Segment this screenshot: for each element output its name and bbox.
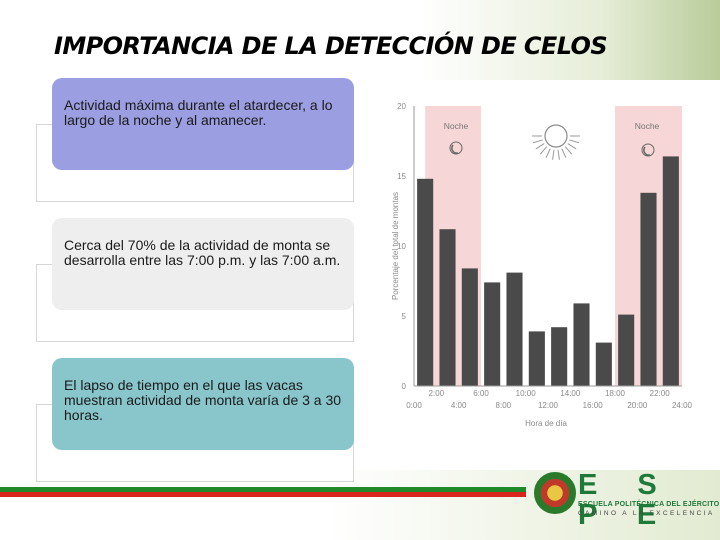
bar-10: [640, 192, 657, 386]
info-card-1: Actividad máxima durante el atardecer, a…: [52, 78, 354, 170]
x-tick-upper-2: 10:00: [516, 389, 537, 398]
x-tick-lower-0: 0:00: [406, 401, 422, 410]
header-gradient: [420, 0, 720, 80]
logo-letters: E S P E: [578, 469, 673, 531]
moon-icon-right: [641, 143, 655, 157]
x-tick-upper-0: 2:00: [429, 389, 445, 398]
bar-9: [618, 314, 635, 386]
bar-8: [595, 342, 612, 386]
night-label-right: Noche: [635, 121, 660, 131]
x-tick-upper-5: 22:00: [650, 389, 671, 398]
espe-seal-icon: [534, 472, 576, 514]
x-tick-lower-2: 8:00: [496, 401, 512, 410]
y-tick-label-2: 10: [397, 242, 406, 251]
y-tick-label-0: 0: [402, 382, 407, 391]
y-tick-label-1: 5: [402, 312, 407, 321]
sun-ray: [561, 148, 567, 159]
night-label-left: Noche: [444, 121, 469, 131]
info-card-2: Cerca del 70% de la actividad de monta s…: [52, 218, 354, 310]
bar-2: [461, 268, 478, 386]
bar-6: [551, 327, 568, 386]
bar-7: [573, 303, 590, 386]
footer-stripe-green: [0, 487, 526, 492]
sun-ray: [564, 146, 573, 155]
x-tick-lower-6: 24:00: [672, 401, 693, 410]
x-tick-lower-3: 12:00: [538, 401, 559, 410]
bar-0: [417, 178, 434, 386]
bar-3: [484, 282, 501, 386]
moon-icon-left: [449, 141, 463, 155]
sun-ray: [532, 139, 543, 144]
y-tick-label-3: 15: [397, 172, 406, 181]
espe-logo: E S P E ESCUELA POLITÉCNICA DEL EJÉRCITO…: [532, 470, 719, 530]
logo-institution: ESCUELA POLITÉCNICA DEL EJÉRCITO: [578, 501, 720, 508]
y-tick-label-4: 20: [397, 102, 406, 111]
sun-ray: [539, 146, 548, 155]
bar-1: [439, 229, 456, 386]
bar-4: [506, 272, 523, 386]
x-axis-label: Hora de día: [525, 419, 567, 428]
x-tick-upper-3: 14:00: [560, 389, 581, 398]
y-axis-label: Porcentaje del total de montas: [391, 192, 400, 300]
sun-ray: [557, 149, 560, 160]
x-tick-lower-1: 4:00: [451, 401, 467, 410]
sun-ray: [567, 143, 577, 150]
sun-ray: [569, 139, 580, 144]
bar-5: [528, 331, 545, 386]
x-tick-upper-1: 6:00: [473, 389, 489, 398]
info-card-3: El lapso de tiempo en el que las vacas m…: [52, 358, 354, 450]
sun-icon: [532, 124, 580, 160]
slide-title: IMPORTANCIA DE LA DETECCIÓN DE CELOS: [54, 32, 608, 60]
logo-motto: CAMINO A LA EXCELENCIA: [578, 510, 715, 517]
x-tick-lower-4: 16:00: [583, 401, 604, 410]
footer-stripe-red: [0, 492, 526, 497]
x-tick-upper-4: 18:00: [605, 389, 626, 398]
x-tick-lower-5: 20:00: [627, 401, 648, 410]
mounting-activity-chart: 0 5 10 15 20 2:00 6:00 10:00 14:00 18:00 22:00 0:0…: [391, 102, 693, 428]
bar-11: [662, 156, 679, 386]
sun-ray: [552, 149, 555, 160]
sun-ray: [545, 148, 551, 159]
sun-ray: [535, 143, 545, 150]
